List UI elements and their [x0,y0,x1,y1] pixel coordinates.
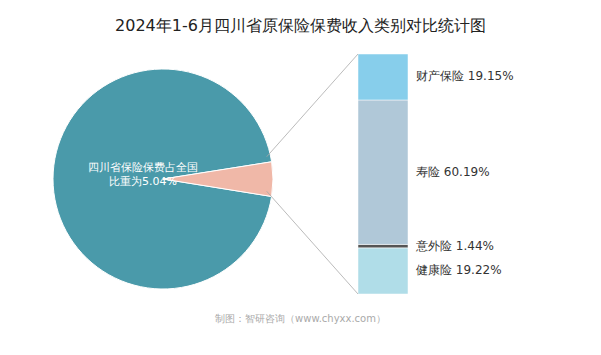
svg-text:健康险 19.22%: 健康险 19.22% [416,263,502,277]
svg-text:财产保险 19.15%: 财产保险 19.15% [416,69,514,83]
svg-text:意外险 1.44%: 意外险 1.44% [415,239,494,253]
html-text:2024年1-6月四川省原保险保费收入类别对比统计图: 2024年1-6月四川省原保险保费收入类别对比统计图 [115,16,486,35]
html-text:制图：智研咨询（www.chyxx.com）: 制图：智研咨询（www.chyxx.com） [215,313,386,324]
svg-text:四川省保险保费占全国比重为5.04%: 四川省保险保费占全国比重为5.04% [88,161,198,188]
svg-text:寿险 60.19%: 寿险 60.19% [416,165,490,179]
